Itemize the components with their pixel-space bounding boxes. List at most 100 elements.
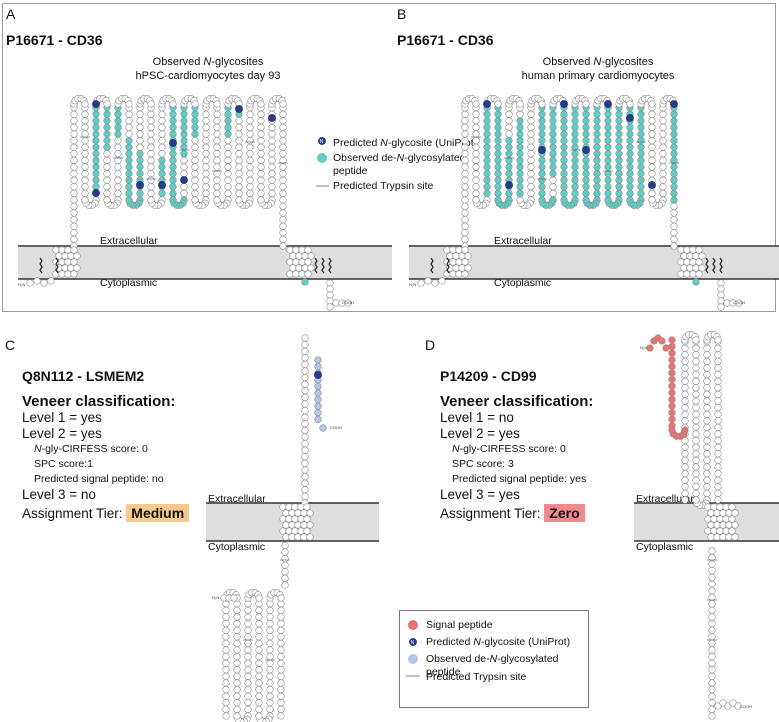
residue (307, 252, 315, 260)
residue (527, 163, 535, 171)
residue (549, 163, 557, 171)
residue (103, 183, 111, 191)
residue (549, 189, 557, 197)
residue (213, 189, 221, 197)
residue (301, 446, 309, 454)
residue (549, 183, 557, 191)
residue (582, 100, 590, 108)
residue (648, 130, 656, 138)
residue (615, 143, 623, 151)
residue (472, 163, 480, 171)
residue (306, 509, 314, 517)
residue (233, 685, 241, 694)
residue (538, 176, 546, 184)
legend-signal-swatch (408, 620, 418, 630)
residue (560, 117, 568, 125)
residue (279, 202, 287, 210)
residue (326, 285, 334, 293)
residue (714, 456, 722, 465)
residue (281, 581, 289, 589)
residue (230, 594, 238, 602)
residue (268, 170, 276, 178)
residue (180, 137, 188, 145)
residue (681, 377, 689, 385)
residue (301, 264, 309, 272)
residue (277, 633, 285, 641)
residue (668, 362, 676, 371)
residue (58, 258, 66, 266)
residue (147, 137, 155, 145)
residue (505, 189, 513, 197)
residue (180, 163, 188, 171)
residue (461, 123, 469, 131)
residue (224, 170, 232, 178)
residue (538, 137, 546, 145)
residue (279, 176, 287, 184)
residue (47, 277, 55, 285)
residue (648, 156, 656, 164)
residue (266, 613, 274, 621)
residue (103, 110, 111, 118)
residue (301, 492, 309, 501)
glycosite-residue (560, 100, 568, 108)
residue (714, 483, 722, 491)
residue (560, 156, 568, 164)
residue (604, 196, 612, 204)
residue (549, 117, 557, 125)
residue (125, 150, 133, 158)
residue (180, 156, 188, 164)
panel-c-letter: C (5, 337, 16, 353)
residue (681, 496, 689, 504)
residue (92, 163, 100, 171)
residue (81, 163, 89, 171)
glycosite-residue (314, 371, 322, 379)
residue (461, 163, 469, 171)
residue (670, 130, 678, 138)
legend-a-observed-prefix: Observed de- (333, 152, 397, 164)
residue (33, 277, 41, 285)
residue (70, 196, 78, 204)
residue (714, 377, 722, 385)
residue (626, 130, 634, 138)
residue (681, 450, 689, 458)
residue (455, 246, 463, 254)
residue (268, 156, 276, 164)
residue (670, 170, 678, 178)
residue (626, 189, 634, 197)
residue (282, 509, 290, 517)
residue (222, 646, 230, 654)
residue (703, 364, 711, 372)
residue (147, 143, 155, 151)
residue (464, 252, 472, 260)
residue (286, 246, 294, 254)
residue (61, 264, 69, 272)
residue (648, 123, 656, 131)
residue (527, 156, 535, 164)
panel-c-level1: Level 1 = yes (22, 410, 102, 425)
residue (461, 143, 469, 151)
residue (281, 574, 289, 583)
residue (719, 509, 727, 517)
residue (461, 258, 469, 266)
panel-c-signal: Predicted signal peptide: no (34, 473, 164, 485)
residue (257, 137, 265, 145)
residue (282, 533, 290, 541)
residue (728, 527, 736, 535)
residue (637, 170, 645, 178)
residue (81, 183, 89, 191)
residue (202, 137, 210, 145)
residue (571, 163, 579, 171)
residue (277, 619, 285, 628)
residue (703, 404, 711, 412)
residue (279, 242, 287, 250)
residue (461, 216, 469, 224)
residue (680, 252, 688, 260)
residue (81, 117, 89, 125)
residue (461, 170, 469, 178)
residue (180, 143, 188, 151)
residue (483, 150, 491, 158)
residue (461, 235, 469, 243)
residue (538, 170, 546, 178)
residue (224, 123, 232, 131)
panel-d-nterm-label: H₂N (640, 345, 647, 350)
